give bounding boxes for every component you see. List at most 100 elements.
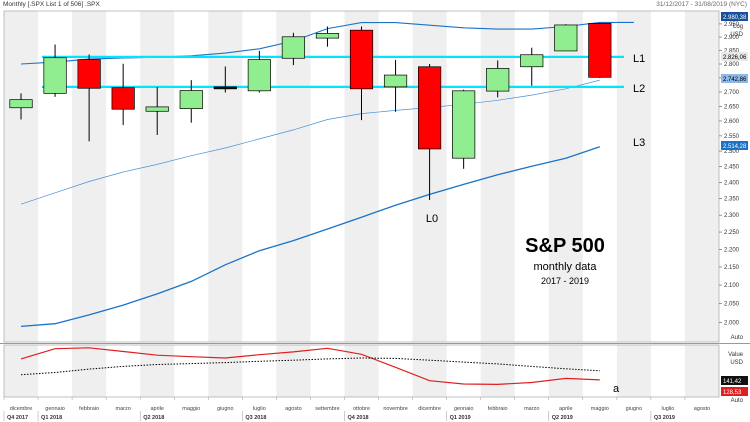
month-stripe xyxy=(412,345,447,397)
indicator-unit: USD xyxy=(730,360,743,366)
indicator-line2 xyxy=(20,357,600,376)
series-ma-short xyxy=(20,79,600,205)
price-panel-frame xyxy=(3,10,720,343)
candle xyxy=(452,89,476,169)
month-stripe xyxy=(140,11,175,342)
price-top-value: 2.980,38 xyxy=(723,15,747,21)
quarter-label: Q2 2019 xyxy=(552,415,573,421)
month-stripe xyxy=(684,11,719,342)
candle-body xyxy=(520,54,544,68)
candle-body xyxy=(486,68,510,92)
candle xyxy=(588,22,612,78)
level-label-l1: L1 xyxy=(633,53,645,65)
candle-body xyxy=(213,86,237,90)
y-tick-label: 2.550 xyxy=(724,134,740,140)
candle-body xyxy=(43,57,67,94)
quarter-label: Q3 2019 xyxy=(654,415,675,421)
candle-body xyxy=(554,24,578,52)
x-tick-label: marzo xyxy=(524,406,539,412)
y-tick-label: 2.150 xyxy=(724,265,740,271)
month-stripe xyxy=(480,345,515,397)
x-tick-label: novembre xyxy=(383,406,407,412)
quarter-label: Q2 2018 xyxy=(143,415,164,421)
candle xyxy=(43,44,67,97)
chart-header-range: 31/12/2017 - 31/08/2019 (NYC) xyxy=(656,1,747,8)
x-tick-label: aprile xyxy=(150,406,163,412)
annotation-subtitle: monthly data xyxy=(534,261,598,273)
candle-body xyxy=(315,32,340,39)
candle xyxy=(520,47,544,86)
indicator-panel-frame xyxy=(3,344,720,398)
month-stripe xyxy=(276,11,311,342)
x-tick-label: aprile xyxy=(559,406,572,412)
y-tick-label: 2.200 xyxy=(724,247,740,253)
candle-body xyxy=(452,90,476,159)
ind-line2-value: 128,53 xyxy=(723,390,742,396)
ma-long-value: 2.514,28 xyxy=(723,144,747,150)
candle xyxy=(111,63,135,126)
candle-body xyxy=(418,66,442,150)
panel-frames xyxy=(0,10,750,398)
candle xyxy=(418,64,442,200)
x-tick-label: febbraio xyxy=(79,406,99,412)
candle xyxy=(554,24,578,52)
y-tick-label: 2.450 xyxy=(724,165,740,171)
candle-body xyxy=(349,29,374,90)
indicator-value-label: Value xyxy=(728,352,744,358)
candle xyxy=(315,26,340,47)
x-tick-label: luglio xyxy=(253,406,266,412)
x-tick-label: giugno xyxy=(217,406,234,412)
ind-line1-badge: 141,42 xyxy=(721,376,748,385)
x-tick-label: febbraio xyxy=(488,406,508,412)
candle-body xyxy=(179,90,203,109)
x-tick-label: dicembre xyxy=(418,406,441,412)
annotation-title: S&P 500 xyxy=(525,235,605,257)
level-label-l0: L0 xyxy=(426,213,438,225)
indicator-mode[interactable]: Auto xyxy=(731,398,744,404)
price-close-value: 2.826,06 xyxy=(723,55,747,61)
candle-body xyxy=(111,87,135,110)
month-stripe xyxy=(684,345,719,397)
candle xyxy=(213,66,237,93)
candle xyxy=(9,93,33,120)
month-stripe xyxy=(72,345,107,397)
y-tick-label: 2.350 xyxy=(724,197,740,203)
indicator-label: a xyxy=(613,383,620,395)
month-stripe xyxy=(208,11,243,342)
x-tick-label: agosto xyxy=(285,406,302,412)
candle xyxy=(77,54,101,142)
price-unit: USD xyxy=(730,32,743,38)
y-tick-label: 2.300 xyxy=(724,213,740,219)
candle xyxy=(179,80,203,123)
y-tick-label: 2.700 xyxy=(724,90,740,96)
ind-line1-value: 141,42 xyxy=(723,379,742,385)
candle xyxy=(349,26,374,121)
month-stripe xyxy=(548,345,583,397)
quarter-label: Q4 2018 xyxy=(347,415,368,421)
month-stripe xyxy=(276,345,311,397)
candle-body xyxy=(9,99,33,109)
candle-body xyxy=(145,106,169,112)
chart-header-symbol[interactable]: Monthly [.SPX List 1 of 506] .SPX xyxy=(3,1,100,8)
time-axis[interactable]: dicembre gennaio febbraio marzo aprile maggio… xyxy=(3,397,710,421)
x-tick-label: ottobre xyxy=(353,406,370,412)
x-tick-label: marzo xyxy=(116,406,131,412)
candle xyxy=(383,59,408,112)
y-tick-label: 2.400 xyxy=(724,180,740,186)
x-tick-label: luglio xyxy=(662,406,675,412)
price-axis[interactable]: 2.000 2.050 2.100 2.150 2.200 2.250 2.300 2.350… xyxy=(719,22,740,327)
y-tick-label: 2.500 xyxy=(724,149,740,155)
x-tick-label: dicembre xyxy=(10,406,33,412)
y-tick-label: 2.250 xyxy=(724,230,740,236)
x-tick-label: settembre xyxy=(315,406,339,412)
candle-body xyxy=(247,59,271,92)
month-stripe xyxy=(344,345,379,397)
quarter-label: Q1 2018 xyxy=(41,415,62,421)
price-mode[interactable]: Auto xyxy=(731,335,744,341)
x-tick-label: maggio xyxy=(591,406,609,412)
candle xyxy=(247,50,271,93)
candles xyxy=(9,22,612,200)
quarter-label: Q3 2018 xyxy=(245,415,266,421)
